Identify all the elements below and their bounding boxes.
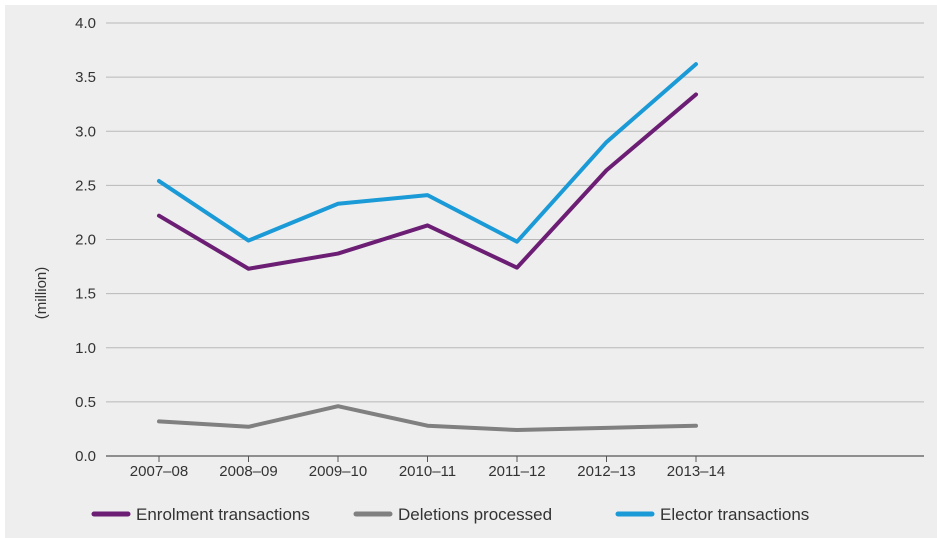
y-tick-label: 3.0 — [75, 123, 96, 140]
legend-label-elector-transactions: Elector transactions — [660, 505, 809, 524]
series-line-enrolment-transactions — [157, 92, 698, 271]
series-line-deletions-processed — [157, 404, 698, 433]
y-tick-label: 2.5 — [75, 177, 96, 194]
x-axis-ticks: 2007–08 2008–09 2009–10 2010–11 2011–12 2012–… — [130, 456, 725, 480]
y-tick-label: 0.5 — [75, 394, 96, 411]
x-tick-label: 2007–08 — [130, 463, 188, 480]
x-tick-label: 2010–11 — [399, 463, 456, 480]
y-axis-title: (million) — [33, 267, 50, 320]
x-tick-label: 2009–10 — [309, 463, 367, 480]
legend-label-enrolment-transactions: Enrolment transactions — [136, 505, 310, 524]
x-tick-label: 2011–12 — [488, 463, 545, 480]
x-tick-label: 2012–13 — [577, 463, 635, 480]
x-tick-label: 2013–14 — [667, 463, 725, 480]
gridlines — [106, 22, 924, 457]
y-tick-label: 0.0 — [75, 448, 96, 465]
y-tick-label: 1.5 — [75, 286, 96, 303]
series-line-elector-transactions — [157, 62, 698, 244]
y-tick-label: 2.0 — [75, 232, 96, 249]
legend: Enrolment transactions Deletions processe… — [91, 505, 809, 524]
y-axis-ticks: 0.0 0.5 1.0 1.5 2.0 2.5 3.0 3.5 4.0 — [75, 15, 96, 465]
y-tick-label: 4.0 — [75, 15, 96, 32]
legend-label-deletions-processed: Deletions processed — [398, 505, 552, 524]
y-tick-label: 3.5 — [75, 69, 96, 86]
x-tick-label: 2008–09 — [219, 463, 277, 480]
chart-panel — [5, 5, 937, 538]
y-tick-label: 1.0 — [75, 340, 96, 357]
series-lines — [157, 62, 698, 433]
